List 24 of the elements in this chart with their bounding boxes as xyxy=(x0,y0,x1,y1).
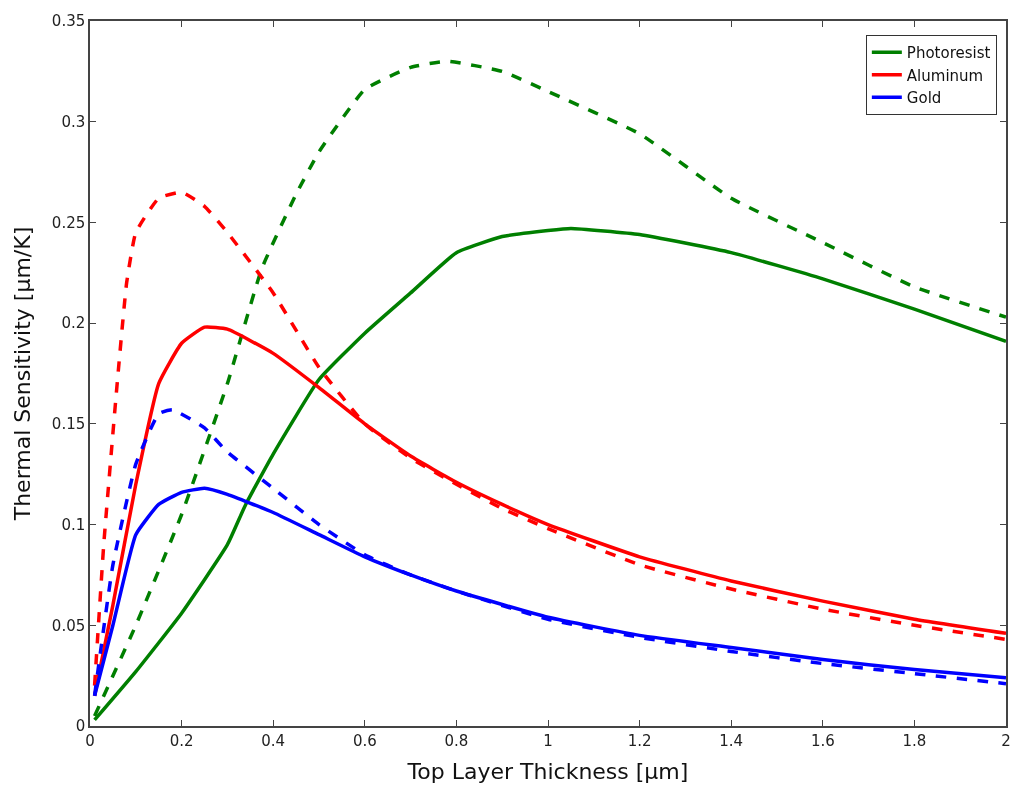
y-tick-label: 0.2 xyxy=(61,314,86,333)
y-tick-label: 0.1 xyxy=(61,515,86,534)
y-tick-label: 0.3 xyxy=(61,112,86,131)
y-tick-label: 0.05 xyxy=(51,616,86,635)
x-tick-label: 1.2 xyxy=(627,731,652,750)
x-tick-label: 0.4 xyxy=(261,731,286,750)
y-tick-label: 0.35 xyxy=(51,12,86,31)
x-tick-label: 1.4 xyxy=(719,731,744,750)
x-axis-title: Top Layer Thickness [µm] xyxy=(406,759,689,785)
y-tick-label: 0.25 xyxy=(51,213,86,232)
x-tick-label: 1 xyxy=(543,731,553,750)
y-tick-label: 0 xyxy=(75,717,86,736)
legend-label: Photoresist xyxy=(906,44,991,63)
x-tick-label: 2 xyxy=(1001,731,1011,750)
line-series xyxy=(92,59,1006,718)
x-tick-label: 0.8 xyxy=(444,731,469,750)
y-tick-label: 0.15 xyxy=(51,415,86,434)
legend-label: Gold xyxy=(906,89,942,108)
x-tick-label: 1.6 xyxy=(810,731,835,750)
x-tick-label: 1.8 xyxy=(902,731,927,750)
legend-label: Aluminum xyxy=(906,66,984,85)
y-axis-title: Thermal Sensitivity [µm/K] xyxy=(10,226,36,522)
x-tick-label: 0.2 xyxy=(169,731,194,750)
x-tick-label: 0.6 xyxy=(352,731,377,750)
